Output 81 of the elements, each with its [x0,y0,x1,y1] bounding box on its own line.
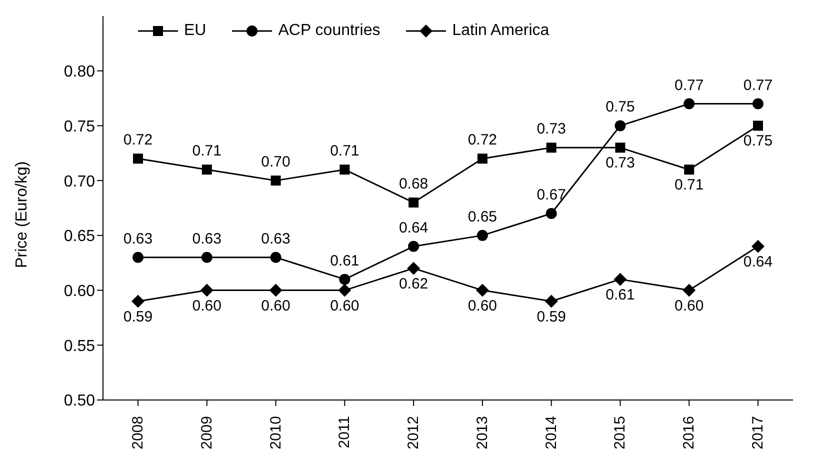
legend-label: EU [184,22,206,40]
point [269,284,282,297]
data-label: 0.61 [330,252,360,270]
data-label: 0.73 [536,120,566,138]
point [682,284,696,297]
data-label: 0.59 [123,308,153,326]
data-label: 0.63 [123,230,153,248]
point [408,240,420,252]
data-label: 0.60 [192,297,222,314]
data-label: 0.62 [398,275,428,292]
data-label: 0.60 [468,297,498,314]
point [340,164,350,175]
point [133,154,143,164]
point [201,252,212,263]
x-tick-label: 2017 [750,416,766,450]
point [546,208,557,219]
data-label: 0.70 [261,154,290,171]
y-tick-label: 0.80 [64,64,96,81]
point [270,176,281,186]
data-label: 0.65 [468,208,498,226]
y-tick-label: 0.70 [64,173,96,190]
data-label: 0.77 [674,76,704,94]
data-label: 0.63 [192,230,222,248]
point [132,252,144,263]
data-label: 0.72 [468,132,498,149]
point [132,294,144,308]
point [338,284,352,297]
point [270,252,282,263]
point [544,294,558,308]
point [407,262,420,275]
point [408,198,419,208]
point [752,98,764,110]
data-label: 0.67 [536,186,566,204]
point [476,284,489,297]
point [476,230,488,241]
x-tick-label: 2012 [405,416,422,450]
point [202,164,212,175]
data-label: 0.60 [330,297,360,314]
point [200,284,214,297]
legend-label: Latin America [452,22,550,40]
data-label: 0.59 [536,308,566,326]
point [752,240,764,253]
x-tick-label: 2013 [474,416,491,450]
point [615,142,626,153]
x-tick-label: 2014 [542,416,560,450]
data-label: 0.60 [261,297,290,314]
x-tick-label: 2008 [130,416,146,450]
data-label: 0.71 [330,142,360,160]
data-label: 0.68 [398,176,428,193]
point [614,272,627,286]
data-label: 0.71 [192,142,222,160]
legend-label: ACP countries [278,22,380,40]
y-tick-label: 0.55 [64,338,96,355]
data-label: 0.64 [743,253,773,270]
data-label: 0.64 [398,219,428,236]
data-label: 0.73 [606,154,635,172]
y-tick-label: 0.65 [64,228,96,246]
point [684,98,695,110]
point [546,142,556,153]
data-label: 0.75 [743,132,773,150]
point [339,274,350,285]
x-tick-label: 2009 [198,416,216,450]
x-tick-label: 2010 [267,416,284,450]
data-label: 0.77 [743,76,773,94]
y-tick-label: 0.50 [64,392,96,410]
x-tick-label: 2015 [612,416,629,450]
data-label: 0.60 [674,297,704,314]
y-tick-label: 0.60 [64,282,96,300]
point [684,164,694,175]
x-tick-label: 2016 [680,416,698,450]
x-tick-label: 2011 [336,416,354,448]
data-label: 0.71 [674,176,704,194]
y-axis-title: Price (Euro/kg) [14,161,31,268]
data-label: 0.75 [606,98,635,116]
data-label: 0.61 [606,286,635,304]
y-tick-label: 0.75 [64,118,96,136]
point [753,120,763,131]
data-label: 0.72 [123,132,153,149]
point [614,120,626,132]
data-label: 0.63 [261,230,290,248]
point [477,154,488,164]
